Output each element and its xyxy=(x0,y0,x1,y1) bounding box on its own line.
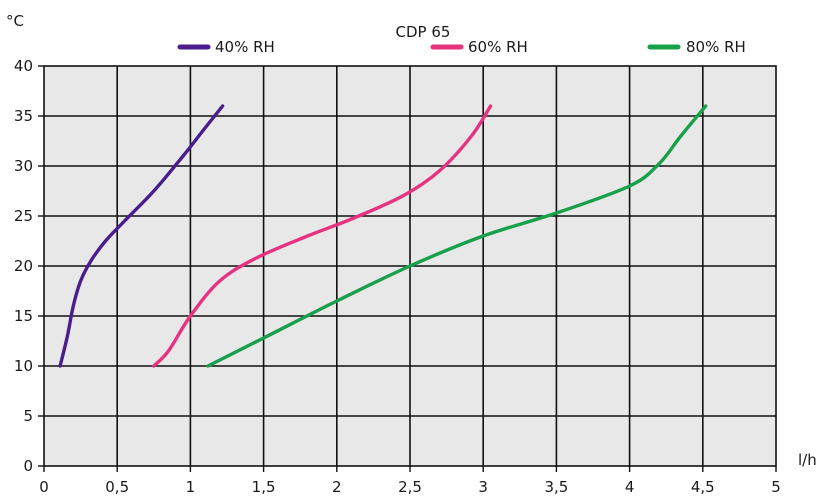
series-line-80rh xyxy=(206,104,708,368)
series-lines xyxy=(58,104,708,368)
grid-lines xyxy=(44,66,776,466)
x-tick-label: 1 xyxy=(186,478,196,496)
x-axis-label: l/h xyxy=(798,451,817,469)
y-tick-label: 15 xyxy=(14,307,33,325)
legend-label-80rh: 80% RH xyxy=(686,38,746,56)
x-tick-label: 4,5 xyxy=(691,478,715,496)
x-tick-label: 0,5 xyxy=(105,478,129,496)
series-line-60rh xyxy=(152,104,493,368)
y-tick-label: 35 xyxy=(14,107,33,125)
y-tick-label: 25 xyxy=(14,207,33,225)
y-tick-label: 30 xyxy=(14,157,33,175)
y-tick-label: 40 xyxy=(14,57,33,75)
x-tick-label: 5 xyxy=(771,478,781,496)
y-tick-label: 0 xyxy=(23,457,33,475)
x-tick-label: 0 xyxy=(39,478,49,496)
y-tick-label: 5 xyxy=(23,407,33,425)
y-axis-label: °C xyxy=(6,12,24,30)
legend-label-40rh: 40% RH xyxy=(215,38,275,56)
x-tick-label: 2,5 xyxy=(398,478,422,496)
x-tick-label: 3,5 xyxy=(544,478,568,496)
x-tick-label: 2 xyxy=(332,478,342,496)
x-tick-labels: 0 0,5 1 1,5 2 2,5 3 3,5 4 4,5 5 xyxy=(39,466,781,496)
y-tick-label: 10 xyxy=(14,357,33,375)
x-tick-label: 1,5 xyxy=(252,478,276,496)
x-tick-label: 4 xyxy=(625,478,635,496)
chart-title: CDP 65 xyxy=(396,23,451,41)
y-tick-labels: 0 5 10 15 20 25 30 35 40 xyxy=(14,57,44,475)
y-tick-label: 20 xyxy=(14,257,33,275)
series-line-40rh xyxy=(58,104,225,368)
legend-label-60rh: 60% RH xyxy=(468,38,528,56)
legend: 40% RH 60% RH 80% RH xyxy=(177,38,746,56)
x-tick-label: 3 xyxy=(478,478,488,496)
